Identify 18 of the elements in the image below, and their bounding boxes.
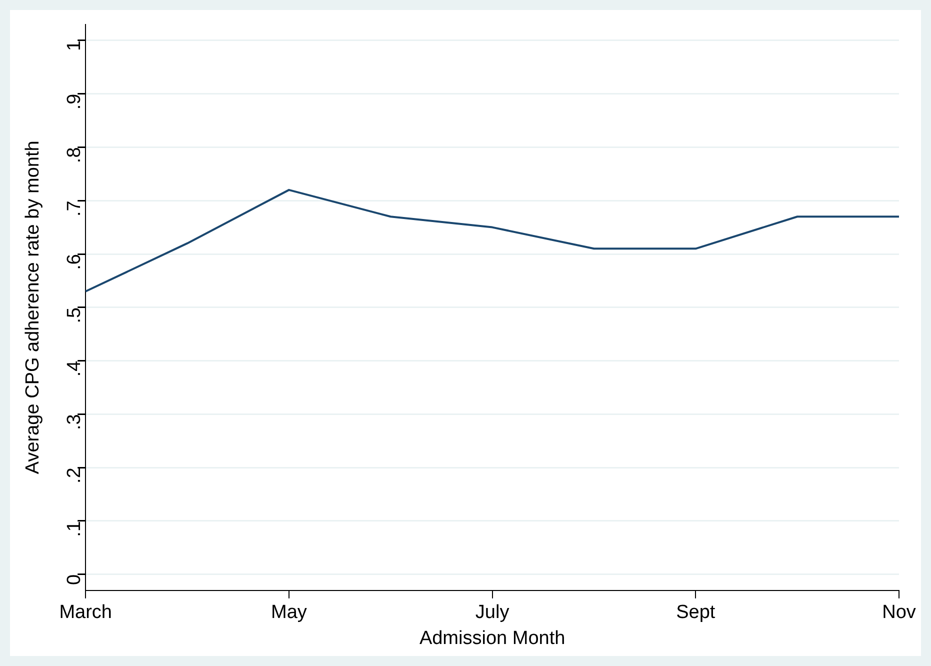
y-tick-label: .6	[64, 254, 85, 270]
y-tick-label: .5	[64, 307, 85, 324]
y-tick-label: .9	[64, 94, 85, 110]
y-tick-label: 0	[64, 574, 85, 585]
y-tick-label: .1	[64, 520, 85, 537]
y-tick-label: .2	[64, 468, 85, 484]
y-tick-label: .8	[64, 147, 85, 164]
x-axis-title: Admission Month	[419, 628, 566, 649]
x-tick-label: May	[270, 602, 308, 624]
x-tick-label: March	[59, 602, 112, 624]
y-tick-label: .4	[64, 360, 85, 377]
x-tick-label: Sept	[676, 602, 716, 624]
y-axis-title: Average CPG adherence rate by month	[22, 140, 44, 474]
y-tick-label: .3	[64, 414, 85, 430]
x-tick-label: Nov	[882, 602, 916, 624]
x-tick-label: July	[475, 602, 510, 624]
y-tick-label: .7	[64, 200, 85, 216]
y-tick-label: 1	[64, 40, 85, 51]
